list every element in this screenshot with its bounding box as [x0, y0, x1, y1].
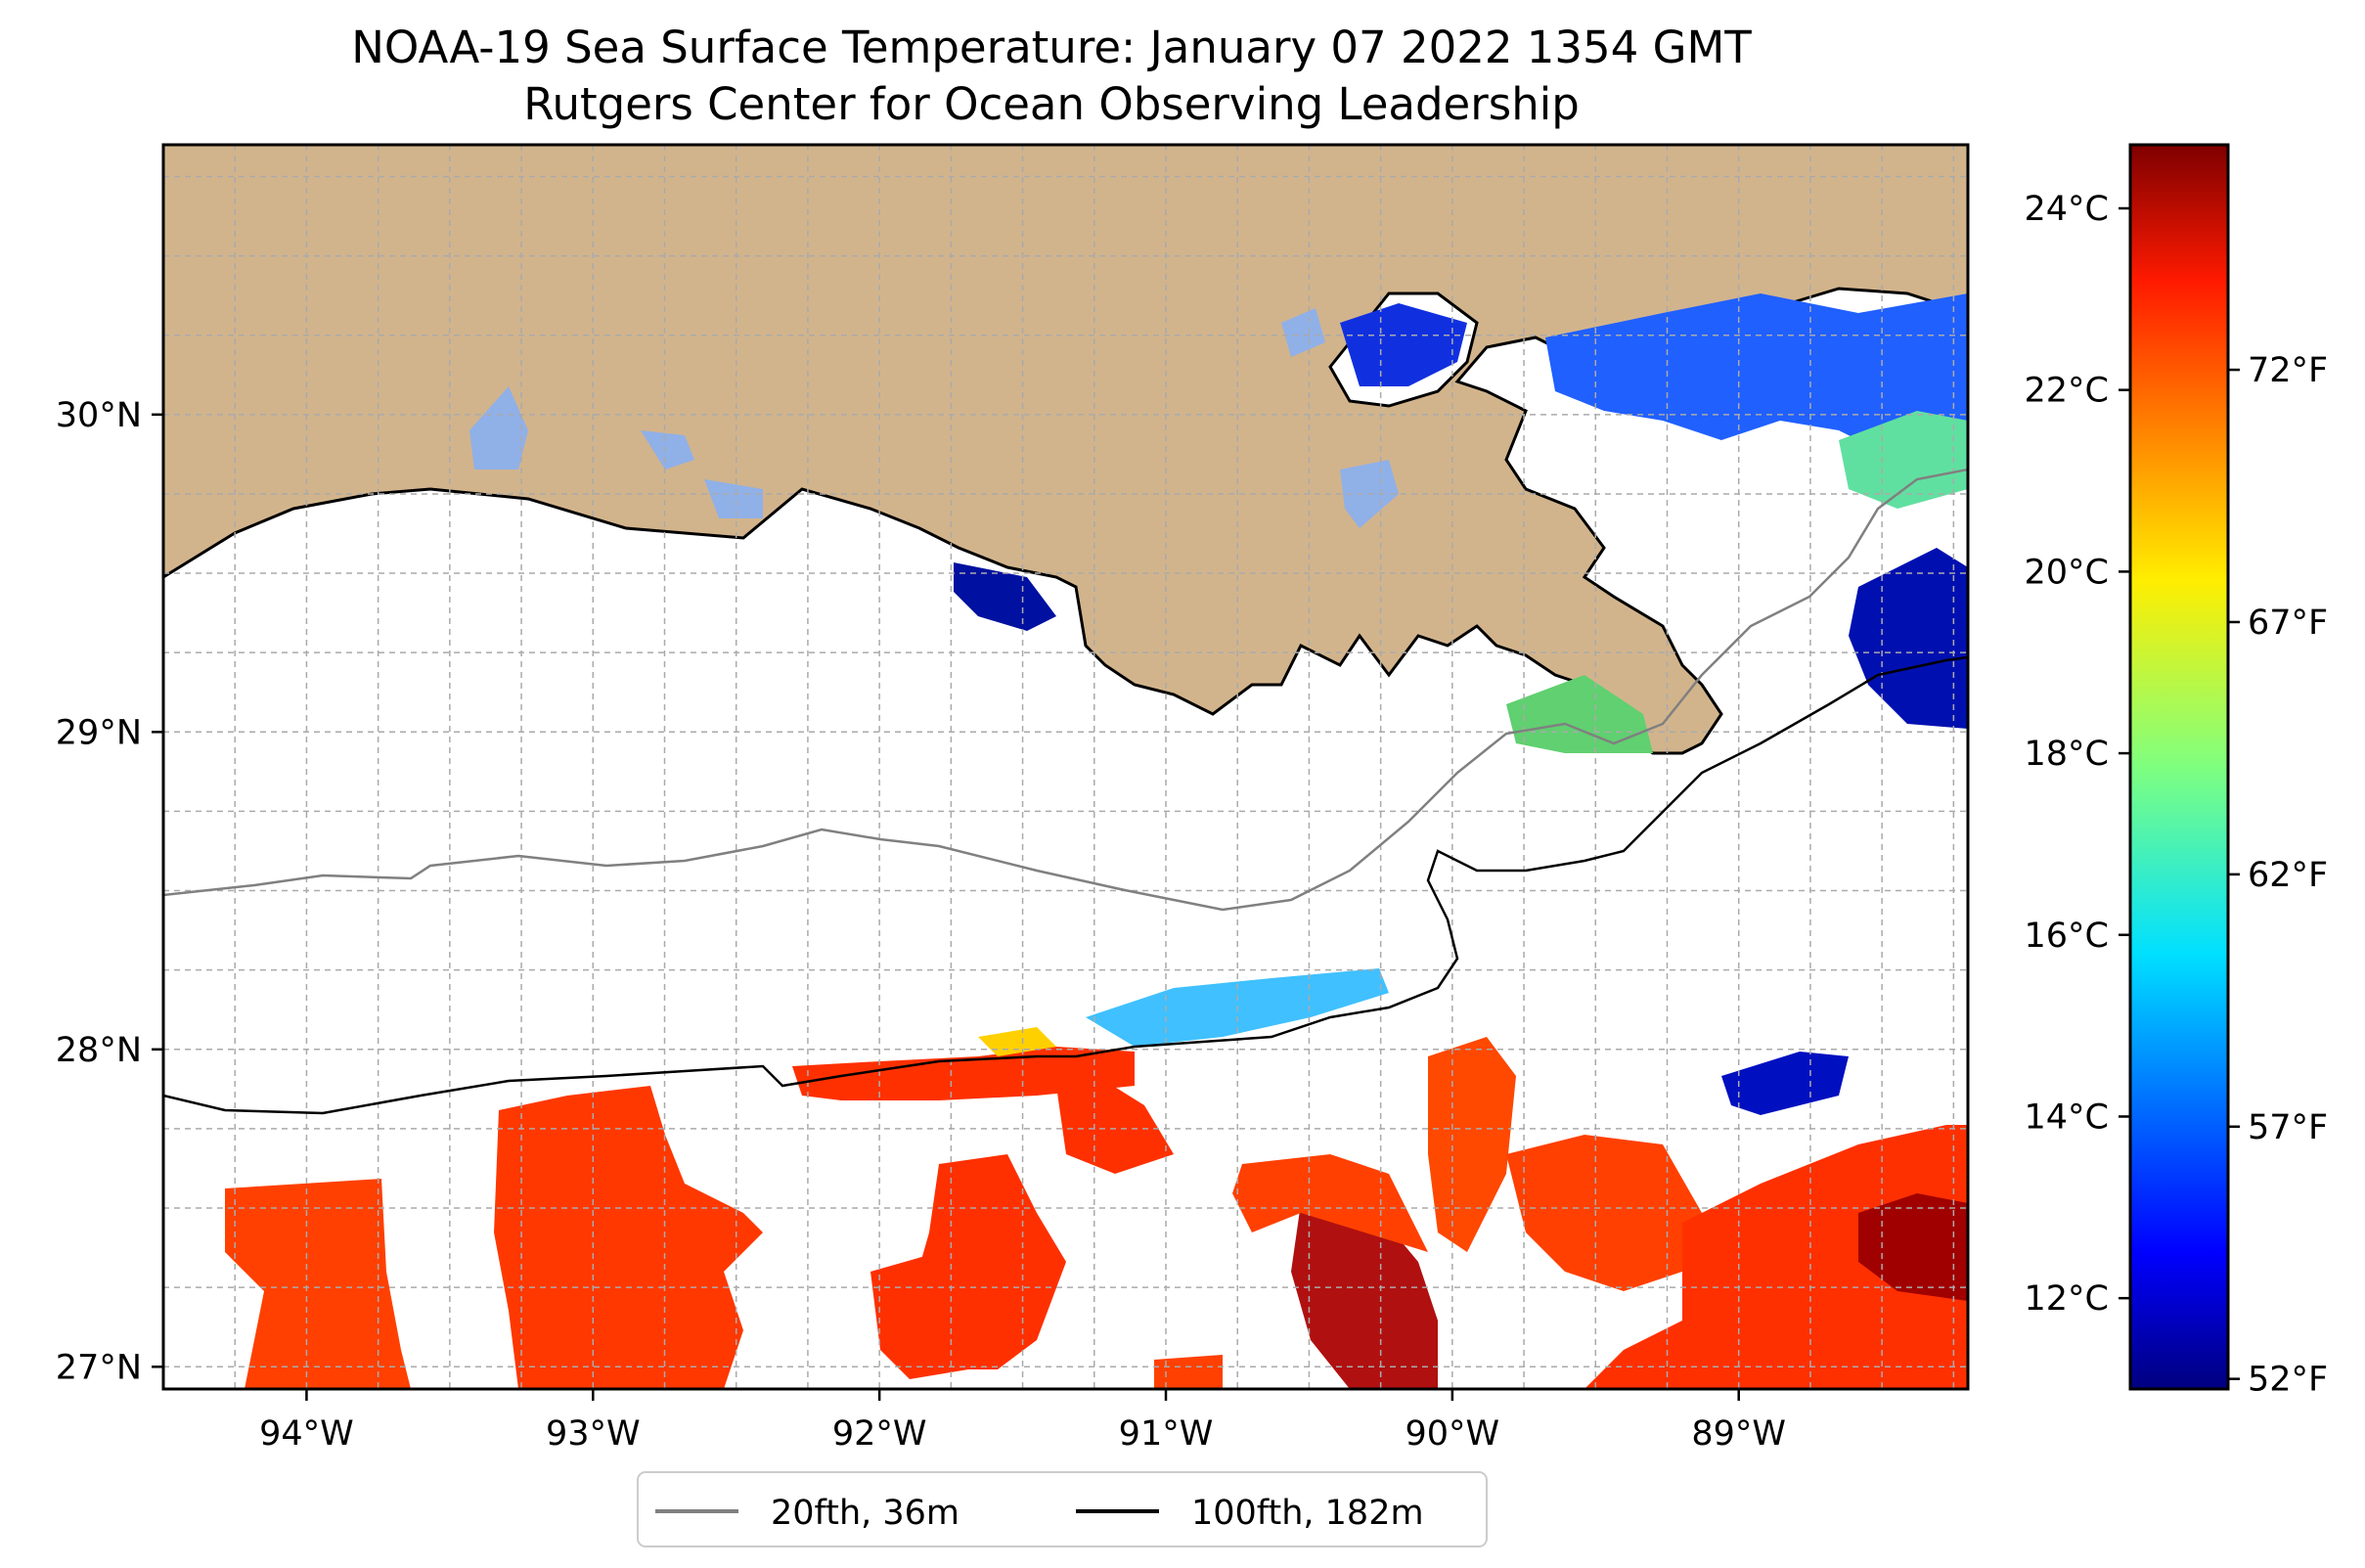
- celsius-tick-label: 12°C: [2025, 1279, 2109, 1319]
- title-line-2: Rutgers Center for Ocean Observing Leade…: [523, 78, 1580, 130]
- map-frame: [161, 143, 1970, 1391]
- isobath-100fth: [163, 655, 1968, 1115]
- celsius-tick-label: 20°C: [2025, 553, 2109, 592]
- celsius-tick-label: 14°C: [2025, 1098, 2109, 1137]
- lat-tick-label: 29°N: [56, 713, 142, 752]
- legend-label-100fth: 100fth, 182m: [1191, 1494, 1424, 1533]
- legend-box: [637, 1471, 1488, 1547]
- celsius-tick-label: 22°C: [2025, 372, 2109, 411]
- celsius-tick-label: 18°C: [2025, 735, 2109, 774]
- lon-tick-label: 92°W: [832, 1414, 927, 1454]
- map-gridlines: [163, 145, 1968, 1389]
- fahrenheit-tick-label: 62°F: [2248, 856, 2328, 895]
- legend: 20fth, 36m 100fth, 182m: [637, 1471, 1488, 1547]
- longitude-axis: 94°W 93°W 92°W 91°W 90°W 89°W: [259, 1389, 1786, 1454]
- lat-tick-label: 30°N: [56, 396, 142, 435]
- fahrenheit-tick-label: 57°F: [2248, 1108, 2328, 1147]
- map-panel: [163, 145, 1968, 1389]
- lon-tick-label: 90°W: [1406, 1414, 1500, 1454]
- legend-label-20fth: 20fth, 36m: [771, 1494, 959, 1533]
- title-line-1: NOAA-19 Sea Surface Temperature: January…: [351, 22, 1752, 73]
- isobath-20fth: [163, 468, 1968, 912]
- lat-tick-label: 28°N: [56, 1031, 142, 1070]
- lon-tick-label: 94°W: [259, 1414, 354, 1454]
- fahrenheit-tick-label: 52°F: [2248, 1361, 2328, 1400]
- celsius-tick-label: 16°C: [2025, 917, 2109, 956]
- lon-tick-label: 91°W: [1119, 1414, 1214, 1454]
- lat-tick-label: 27°N: [56, 1348, 142, 1387]
- celsius-tick-label: 24°C: [2025, 190, 2109, 229]
- lon-tick-label: 93°W: [546, 1414, 641, 1454]
- fahrenheit-tick-label: 72°F: [2248, 351, 2328, 390]
- colorbar: [2128, 143, 2230, 1391]
- lon-tick-label: 89°W: [1691, 1414, 1786, 1454]
- fahrenheit-tick-label: 67°F: [2248, 604, 2328, 643]
- colorbar-celsius-axis: 12°C 14°C 16°C 18°C 20°C 22°C 24°C: [2025, 190, 2130, 1319]
- colorbar-fahrenheit-axis: 52°F 57°F 62°F 67°F 72°F: [2228, 351, 2328, 1400]
- latitude-axis: 27°N 28°N 29°N 30°N: [56, 396, 163, 1387]
